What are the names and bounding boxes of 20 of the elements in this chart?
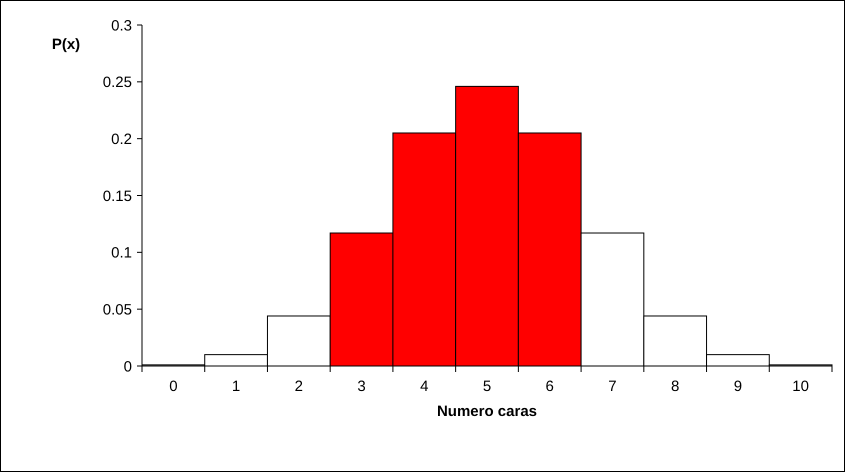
y-tick-label: 0.1 bbox=[111, 244, 132, 262]
x-tick-label: 6 bbox=[546, 378, 554, 395]
x-axis-title: Numero caras bbox=[436, 403, 538, 420]
x-tick-label: 10 bbox=[792, 378, 809, 395]
x-tick-label: 3 bbox=[357, 378, 366, 395]
y-tick-label: 0.2 bbox=[111, 130, 132, 148]
x-tick-label: 7 bbox=[608, 378, 617, 395]
y-tick-label: 0 bbox=[124, 358, 132, 376]
y-axis-title: P(x) bbox=[52, 36, 80, 53]
x-tick-label: 9 bbox=[734, 378, 742, 395]
y-tick-label: 0.3 bbox=[111, 17, 132, 34]
y-tick-label: 0.05 bbox=[102, 301, 132, 318]
x-tick-label: 0 bbox=[169, 378, 178, 395]
y-tick-label: 0.25 bbox=[102, 74, 132, 92]
x-tick-label: 5 bbox=[482, 378, 492, 395]
x-tick-label: 2 bbox=[294, 378, 303, 395]
x-tick-label: 8 bbox=[671, 378, 680, 395]
x-tick-label: 1 bbox=[232, 378, 240, 395]
y-tick-label: 0.15 bbox=[102, 188, 132, 205]
x-tick-label: 4 bbox=[420, 378, 428, 395]
